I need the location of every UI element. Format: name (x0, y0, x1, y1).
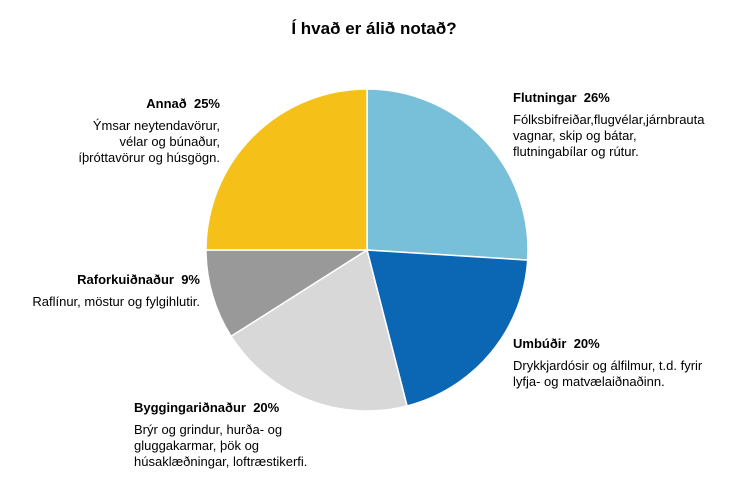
label-annad: Annað 25% Ýmsar neytendavörur, vélar og … (78, 96, 220, 166)
label-byggingaridnadur-pct: 20% (253, 400, 280, 415)
chart-title: Í hvað er álið notað? (291, 19, 457, 38)
label-flutningar-desc: Fólksbifreiðar,flugvélar,járnbrauta vagn… (513, 112, 705, 159)
pie-slice-umbúðir (366, 249, 529, 407)
label-umbudir-name: Umbúðir (513, 336, 567, 351)
label-umbudir: Umbúðir 20% Drykkjardósir og álfilmur, t… (513, 336, 702, 390)
label-annad-pct: 25% (193, 96, 220, 111)
label-annad-desc: Ýmsar neytendavörur, vélar og búnaður, í… (78, 118, 220, 165)
label-byggingaridnadur-desc: Brýr og grindur, hurða- og gluggakarmar,… (134, 422, 308, 469)
label-byggingaridnadur-name: Byggingariðnaður (134, 400, 246, 415)
label-flutningar: Flutningar 26% Fólksbifreiðar,flugvélar,… (513, 90, 705, 160)
label-raforkuidnadur-head: Raforkuiðnaður 9% (32, 272, 200, 288)
label-umbudir-pct: 20% (573, 336, 600, 351)
label-flutningar-pct: 26% (583, 90, 610, 105)
label-flutningar-head: Flutningar 26% (513, 90, 705, 106)
label-byggingaridnadur: Byggingariðnaður 20% Brýr og grindur, hu… (134, 400, 307, 470)
label-raforkuidnadur: Raforkuiðnaður 9% Raflínur, möstur og fy… (32, 272, 200, 310)
label-flutningar-name: Flutningar (513, 90, 577, 105)
pie-slice-flutningar (366, 88, 529, 261)
label-raforkuidnadur-desc: Raflínur, möstur og fylgihlutir. (32, 294, 200, 309)
pie-slice-byggingariðnaður (230, 248, 408, 412)
pie-slice-raforkuiðnaður (205, 249, 370, 338)
label-byggingaridnadur-head: Byggingariðnaður 20% (134, 400, 307, 416)
pie-slice-annað (205, 88, 368, 251)
label-raforkuidnadur-pct: 9% (181, 272, 200, 287)
label-raforkuidnadur-name: Raforkuiðnaður (77, 272, 174, 287)
label-umbudir-head: Umbúðir 20% (513, 336, 702, 352)
label-annad-name: Annað (146, 96, 187, 111)
label-annad-head: Annað 25% (78, 96, 220, 112)
label-umbudir-desc: Drykkjardósir og álfilmur, t.d. fyrir ly… (513, 358, 703, 389)
